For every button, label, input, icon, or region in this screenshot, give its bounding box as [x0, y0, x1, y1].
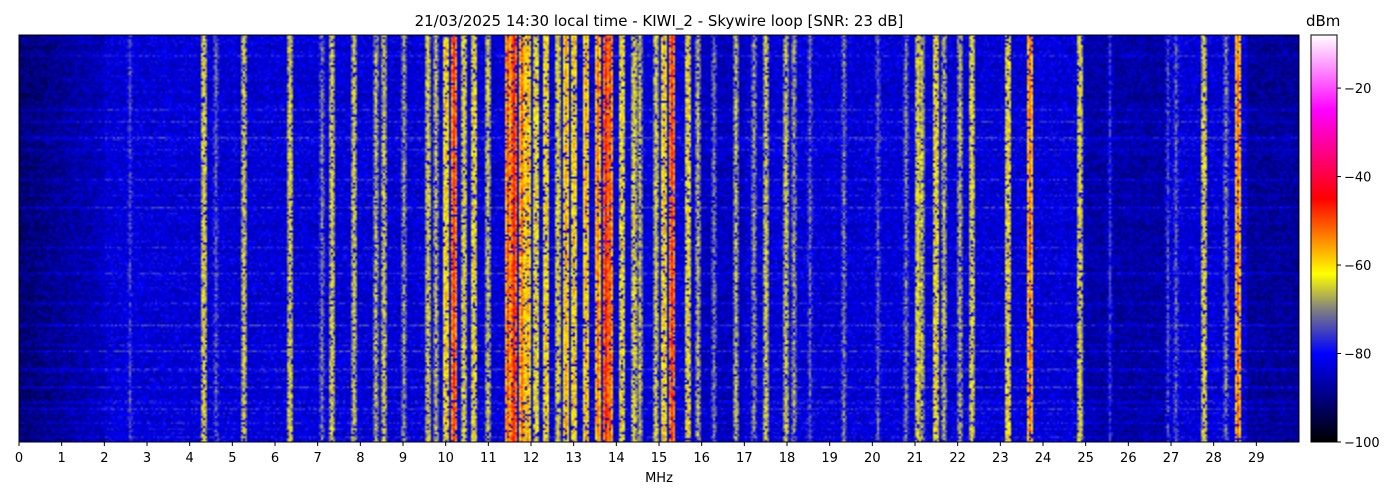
x-axis-label: MHz — [645, 471, 673, 486]
colorbar-tick-label: −100 — [1344, 436, 1380, 451]
x-tick-label: 20 — [864, 451, 881, 466]
x-tick-label: 8 — [356, 451, 364, 466]
x-tick-label: 19 — [821, 451, 838, 466]
colorbar-tick-label: −60 — [1344, 259, 1371, 274]
x-tick-label: 26 — [1120, 451, 1137, 466]
x-tick-label: 13 — [565, 451, 582, 466]
x-tick-label: 29 — [1248, 451, 1265, 466]
x-tick-label: 23 — [992, 451, 1009, 466]
colorbar — [1310, 34, 1338, 443]
x-tick-label: 24 — [1035, 451, 1052, 466]
colorbar-tick-label: −20 — [1344, 82, 1371, 97]
waterfall-heatmap — [19, 35, 1299, 442]
x-tick-label: 1 — [58, 451, 66, 466]
x-tick-label: 25 — [1077, 451, 1094, 466]
colorbar-tick-label: −80 — [1344, 348, 1371, 363]
colorbar-tick-label: −40 — [1344, 171, 1371, 186]
x-tick-label: 12 — [523, 451, 540, 466]
x-tick-label: 17 — [736, 451, 753, 466]
x-tick-label: 15 — [651, 451, 668, 466]
x-tick-label: 14 — [608, 451, 625, 466]
x-tick-label: 5 — [228, 451, 236, 466]
x-tick-label: 11 — [480, 451, 497, 466]
x-tick-label: 21 — [907, 451, 924, 466]
x-tick-label: 18 — [779, 451, 796, 466]
x-tick-label: 6 — [271, 451, 279, 466]
x-tick-label: 7 — [314, 451, 322, 466]
x-tick-label: 10 — [437, 451, 454, 466]
x-tick-label: 2 — [100, 451, 108, 466]
x-tick-label: 9 — [399, 451, 407, 466]
x-tick-label: 22 — [949, 451, 966, 466]
colorbar-ticks: −20 −40 −60 −80 −100 — [1337, 82, 1380, 451]
x-tick-label: 28 — [1205, 451, 1222, 466]
x-tick-label: 3 — [143, 451, 151, 466]
x-tick-label: 27 — [1163, 451, 1180, 466]
x-axis-ticks: 0 1 2 3 4 5 6 7 8 9 10 11 12 13 14 15 16 17 18 19 20 21 22 23 24… — [15, 442, 1265, 466]
colorbar-label: dBm — [1306, 12, 1341, 30]
x-tick-label: 16 — [693, 451, 710, 466]
chart-title: 21/03/2025 14:30 local time - KIWI_2 - S… — [414, 12, 904, 30]
plot-frame — [18, 34, 1300, 443]
x-tick-label: 4 — [186, 451, 194, 466]
x-tick-label: 0 — [15, 451, 23, 466]
